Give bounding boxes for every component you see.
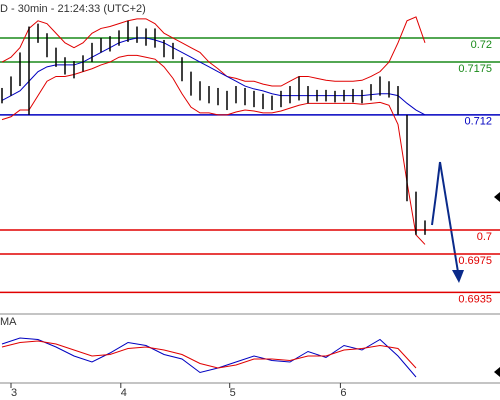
oscillator-label: MA	[0, 316, 17, 328]
level-label: 0.6935	[458, 293, 492, 305]
level-label: 0.7	[477, 231, 492, 243]
level-label: 0.712	[464, 116, 492, 128]
price-marker	[494, 192, 500, 202]
level-label: 0.72	[471, 39, 492, 51]
oscillator-line	[1, 340, 417, 369]
indicator-line	[1, 37, 426, 116]
level-label: 0.7175	[458, 63, 492, 75]
x-tick-label: 4	[121, 387, 127, 399]
indicator-line	[1, 16, 426, 87]
oscillator-line	[1, 337, 417, 378]
annotation-arrowhead	[452, 270, 464, 283]
annotation-arrow	[431, 161, 441, 226]
x-tick-label: 5	[230, 387, 236, 399]
level-label: 0.6975	[458, 255, 492, 267]
x-tick-label: 3	[11, 387, 17, 399]
x-tick-label: 6	[340, 387, 346, 399]
osc-marker	[494, 367, 500, 377]
indicator-line	[1, 54, 426, 245]
chart-title: D - 30min - 21:24:33 (UTC+2)	[0, 3, 146, 15]
